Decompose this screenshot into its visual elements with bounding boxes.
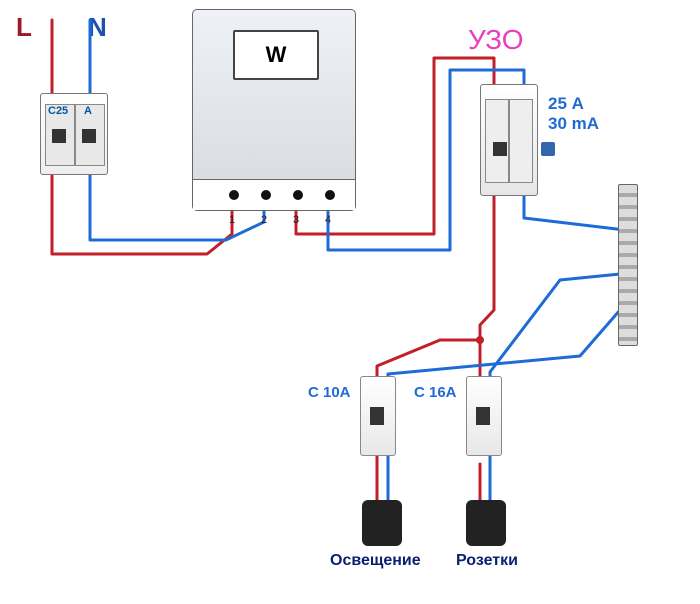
rcd-test-button: [541, 142, 555, 156]
mcb-sockets: [466, 376, 502, 456]
meter-terminal-1-num: 1: [229, 214, 235, 226]
meter-terminal-3-num: 3: [293, 214, 299, 226]
rcd-pole-N: [509, 99, 533, 183]
input-breaker-N-label: А: [84, 105, 92, 117]
meter-terminal-3: [293, 190, 303, 200]
meter-terminal-2-num: 2: [261, 214, 267, 226]
neutral-bus-bar: [618, 184, 638, 346]
meter-terminal-strip: 1 2 3 4: [193, 179, 355, 210]
meter-terminal-2: [261, 190, 271, 200]
load-sockets: [466, 500, 506, 546]
input-breaker: C25 А: [40, 93, 108, 175]
input-breaker-switch-L: [52, 129, 66, 143]
input-breaker-L-label: C25: [48, 105, 68, 117]
mcb-sockets-switch: [476, 407, 490, 425]
mcb-lighting: [360, 376, 396, 456]
input-breaker-pole-L: C25: [45, 104, 75, 166]
meter-terminal-1: [229, 190, 239, 200]
input-breaker-switch-N: [82, 129, 96, 143]
meter-window: W: [233, 30, 319, 80]
rcd-device: [480, 84, 538, 196]
meter-terminal-4-num: 4: [325, 214, 331, 226]
meter-terminal-4: [325, 190, 335, 200]
input-breaker-pole-N: А: [75, 104, 105, 166]
rcd-switch: [493, 142, 507, 156]
meter: W 1 2 3 4: [192, 9, 356, 211]
rcd-pole-L: [485, 99, 509, 183]
mcb-lighting-switch: [370, 407, 384, 425]
load-lighting: [362, 500, 402, 546]
